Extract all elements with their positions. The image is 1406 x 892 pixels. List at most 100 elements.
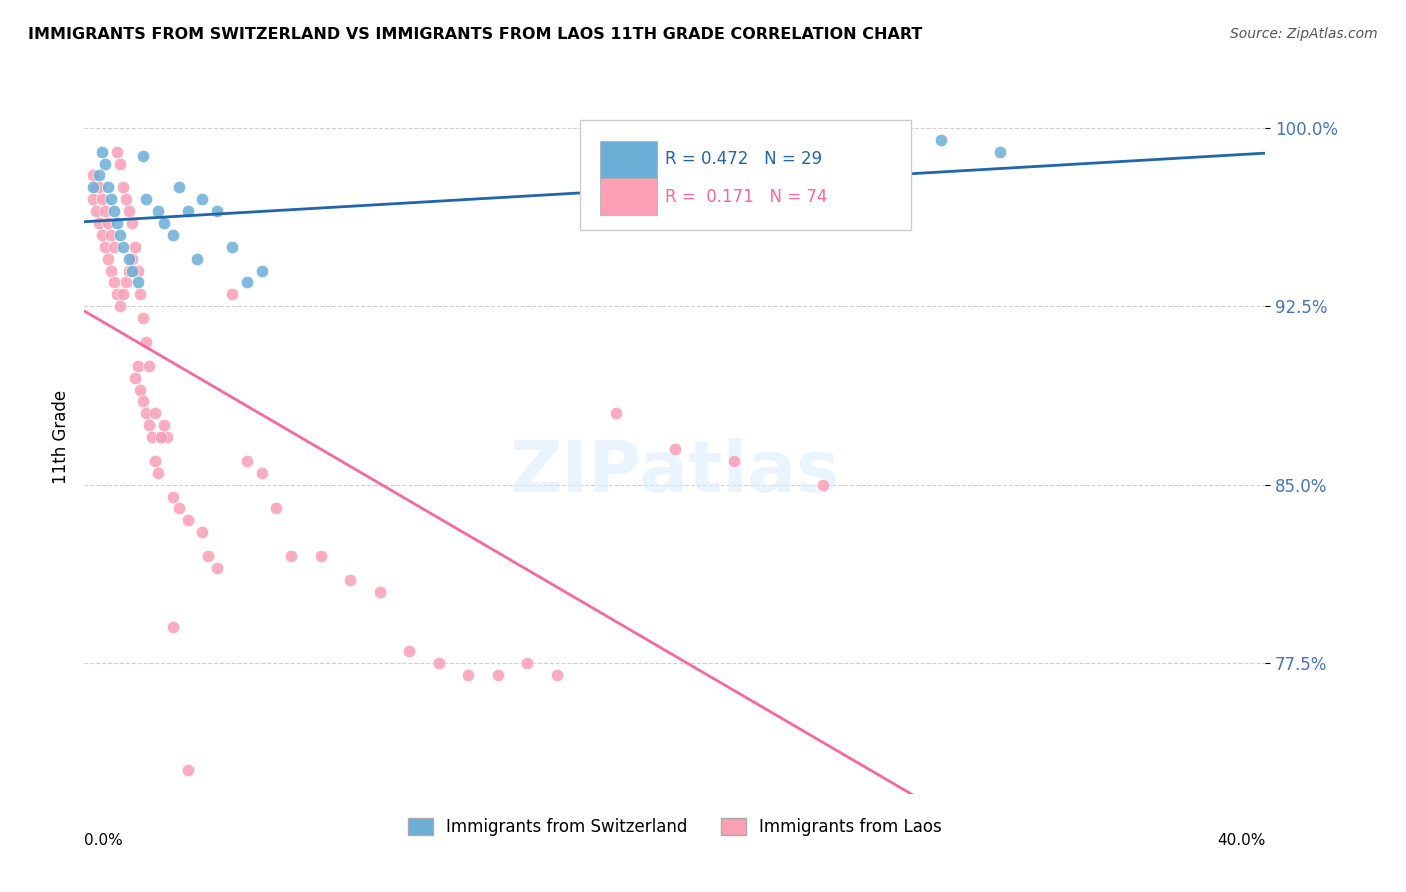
Point: [186, 252, 208, 266]
Point: [138, 418, 160, 433]
Point: [221, 287, 243, 301]
Text: IMMIGRANTS FROM SWITZERLAND VS IMMIGRANTS FROM LAOS 11TH GRADE CORRELATION CHART: IMMIGRANTS FROM SWITZERLAND VS IMMIGRANT…: [28, 27, 922, 42]
Point: [148, 466, 170, 480]
Point: [177, 204, 200, 219]
Point: [236, 454, 259, 468]
Point: [87, 180, 111, 194]
FancyBboxPatch shape: [600, 178, 657, 215]
Legend: Immigrants from Switzerland, Immigrants from Laos: Immigrants from Switzerland, Immigrants …: [401, 811, 949, 843]
Point: [156, 430, 179, 444]
Point: [138, 359, 160, 373]
Point: [132, 394, 155, 409]
Point: [177, 513, 200, 527]
Point: [664, 442, 686, 456]
Point: [82, 180, 104, 194]
Point: [236, 276, 259, 290]
Point: [250, 466, 273, 480]
Point: [124, 370, 146, 384]
Point: [546, 668, 568, 682]
Point: [368, 584, 391, 599]
Point: [605, 406, 627, 420]
Point: [266, 501, 288, 516]
Point: [693, 204, 716, 219]
Point: [121, 263, 143, 277]
Point: [97, 252, 120, 266]
Point: [132, 311, 155, 326]
Point: [118, 263, 141, 277]
Text: Source: ZipAtlas.com: Source: ZipAtlas.com: [1230, 27, 1378, 41]
Point: [457, 668, 479, 682]
Point: [207, 561, 229, 575]
Point: [162, 620, 184, 634]
Point: [94, 156, 117, 170]
Point: [150, 430, 173, 444]
Point: [94, 240, 117, 254]
Point: [103, 240, 125, 254]
Point: [111, 180, 134, 194]
Point: [811, 477, 834, 491]
Point: [114, 192, 136, 206]
Point: [129, 287, 152, 301]
Text: ZIPatlas: ZIPatlas: [510, 438, 839, 508]
Point: [111, 240, 134, 254]
Point: [121, 216, 143, 230]
Point: [105, 287, 128, 301]
Point: [100, 192, 122, 206]
Point: [127, 263, 149, 277]
Point: [207, 204, 229, 219]
Point: [486, 668, 509, 682]
Point: [398, 644, 420, 658]
Point: [339, 573, 361, 587]
Point: [135, 406, 157, 420]
Point: [84, 180, 107, 194]
Point: [84, 204, 107, 219]
Point: [221, 240, 243, 254]
Point: [135, 192, 157, 206]
Point: [129, 383, 152, 397]
Point: [929, 133, 952, 147]
Point: [94, 204, 117, 219]
Point: [100, 263, 122, 277]
Text: 40.0%: 40.0%: [1218, 833, 1265, 848]
FancyBboxPatch shape: [600, 141, 657, 178]
Point: [280, 549, 302, 563]
Point: [143, 454, 166, 468]
Point: [108, 299, 131, 313]
Point: [309, 549, 332, 563]
Point: [162, 227, 184, 242]
Point: [118, 204, 141, 219]
Point: [118, 252, 141, 266]
Point: [100, 227, 122, 242]
Point: [127, 276, 149, 290]
Point: [177, 763, 200, 777]
Point: [167, 180, 190, 194]
Point: [132, 149, 155, 163]
Point: [723, 454, 745, 468]
Point: [108, 156, 131, 170]
Point: [87, 169, 111, 183]
Point: [167, 501, 190, 516]
Text: R =  0.171   N = 74: R = 0.171 N = 74: [665, 187, 828, 205]
Point: [121, 252, 143, 266]
Point: [97, 216, 120, 230]
Point: [82, 169, 104, 183]
Point: [197, 549, 219, 563]
Point: [162, 490, 184, 504]
Point: [143, 406, 166, 420]
Point: [91, 227, 114, 242]
Point: [114, 276, 136, 290]
Point: [124, 240, 146, 254]
Point: [153, 418, 176, 433]
Point: [191, 192, 214, 206]
Point: [148, 204, 170, 219]
Point: [141, 430, 163, 444]
Point: [105, 216, 128, 230]
Point: [516, 656, 538, 670]
Point: [87, 216, 111, 230]
Point: [150, 430, 173, 444]
Point: [105, 145, 128, 159]
Text: R = 0.472   N = 29: R = 0.472 N = 29: [665, 151, 823, 169]
Point: [153, 216, 176, 230]
Point: [91, 145, 114, 159]
Text: 0.0%: 0.0%: [84, 833, 124, 848]
